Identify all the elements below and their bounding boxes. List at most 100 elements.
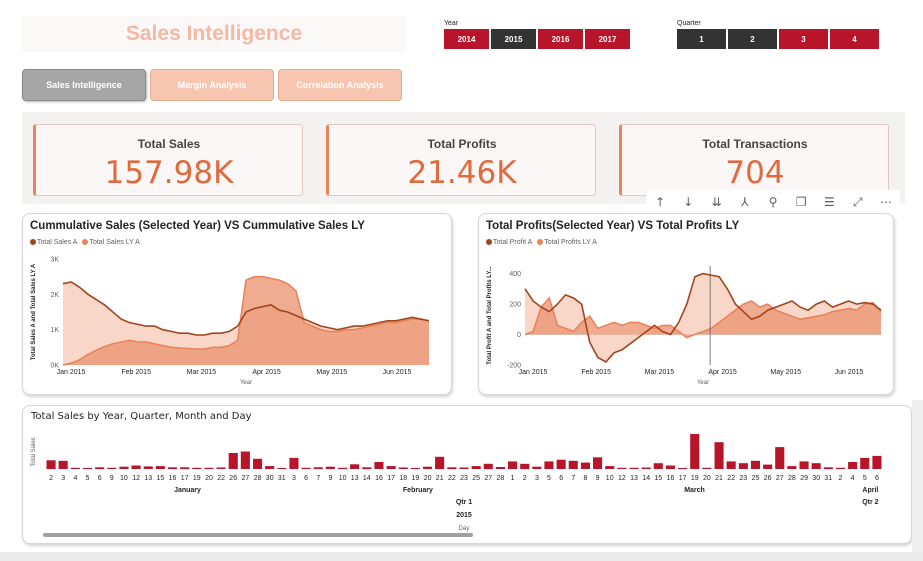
pin-icon[interactable]: ⚲ [768, 195, 778, 209]
x-tick-label: 16 [375, 475, 383, 482]
x-tick-label: 13 [630, 475, 638, 482]
x-tick-label: 5 [86, 475, 90, 482]
horizontal-scrollbar[interactable] [43, 533, 473, 537]
x-tick-label: 29 [800, 475, 808, 482]
quarter-option-2[interactable]: 2 [728, 29, 777, 49]
kpi-card-total-transactions[interactable]: Total Transactions 704 [619, 124, 889, 196]
year-option-2015[interactable]: 2015 [491, 29, 536, 49]
bar [95, 467, 105, 470]
x-tick-label: Mar 2015 [645, 369, 675, 376]
x-tick-label: 25 [752, 475, 760, 482]
bar [617, 467, 627, 469]
year-option-2014[interactable]: 2014 [444, 29, 489, 49]
bar [483, 463, 493, 470]
vertical-scroll-track[interactable] [912, 400, 923, 560]
quarter-option-1[interactable]: 1 [677, 29, 726, 49]
bar [653, 463, 663, 469]
bar [714, 442, 724, 469]
y-axis-title: Total Sales A and Total Sales LY A [31, 263, 37, 360]
nav-margin-analysis-button[interactable]: Margin Analysis [150, 69, 274, 101]
month-label: April [862, 487, 878, 494]
x-tick-label: 3 [61, 475, 65, 482]
x-tick-label: 3 [292, 475, 296, 482]
bar [313, 467, 323, 470]
x-tick-label: 31 [278, 475, 286, 482]
nav-sales-intelligence-button[interactable]: Sales Intelligence [22, 69, 146, 101]
x-tick-label: 3 [535, 475, 539, 482]
x-tick-label: Feb 2015 [121, 369, 151, 376]
quarter-option-4[interactable]: 4 [830, 29, 879, 49]
legend-item[interactable]: Total Profit A [486, 239, 532, 246]
bar [738, 463, 748, 469]
bar [180, 467, 190, 470]
kpi-card-total-profits[interactable]: Total Profits 21.46K [326, 124, 596, 196]
bar [410, 468, 420, 469]
x-tick-label: 31 [824, 475, 832, 482]
bar [799, 461, 809, 469]
year-option-2017[interactable]: 2017 [585, 29, 630, 49]
x-tick-label: 26 [229, 475, 237, 482]
x-tick-label: 6 [875, 475, 879, 482]
x-tick-label: 28 [254, 475, 262, 482]
x-tick-label: 6 [98, 475, 102, 482]
total-profits-chart-card[interactable]: Total Profits(Selected Year) VS Total Pr… [478, 213, 894, 395]
y-tick-label: 3K [50, 257, 59, 264]
focus-mode-icon[interactable]: ⤢ [852, 194, 863, 209]
quarter-option-3[interactable]: 3 [779, 29, 828, 49]
copy-icon[interactable]: ❐ [795, 195, 807, 209]
x-tick-label: 21 [715, 475, 723, 482]
bar [641, 467, 651, 469]
year-label: 2015 [456, 512, 472, 519]
x-tick-label: 5 [547, 475, 551, 482]
x-tick-label: 2 [839, 475, 843, 482]
y-tick-label: 0K [50, 363, 59, 370]
double-arrow-down-icon[interactable]: ⇊ [711, 195, 722, 209]
x-tick-label: 16 [169, 475, 177, 482]
x-tick-label: 10 [120, 475, 128, 482]
quarter-slicer-label: Quarter [677, 20, 701, 27]
quarter-label: Qtr 2 [862, 499, 878, 506]
x-tick-label: 14 [642, 475, 650, 482]
bar [532, 466, 542, 469]
nav-correlation-analysis-button[interactable]: Correlation Analysis [278, 69, 402, 101]
sales-by-day-chart-card[interactable]: Total Sales by Year, Quarter, Month and … [22, 405, 912, 544]
x-axis-title: Year [697, 380, 709, 386]
bar [447, 467, 457, 470]
x-tick-label: 13 [144, 475, 152, 482]
bar [835, 467, 845, 469]
x-tick-label: Jan 2015 [519, 369, 548, 376]
x-tick-label: Jun 2015 [835, 369, 864, 376]
bar [155, 466, 165, 469]
bar [763, 464, 773, 469]
month-label: March [684, 487, 705, 494]
kpi-value: 157.98K [104, 155, 234, 191]
legend-item[interactable]: Total Sales LY A [82, 239, 140, 246]
more-options-icon[interactable]: ⋯ [879, 195, 892, 209]
bar [702, 467, 712, 469]
x-tick-label: 5 [863, 475, 867, 482]
legend-item[interactable]: Total Profits LY A [537, 239, 597, 246]
x-tick-label: 22 [727, 475, 735, 482]
filter-icon[interactable]: ☰ [824, 195, 835, 209]
expand-hierarchy-icon[interactable]: ⅄ [741, 195, 749, 209]
arrow-up-icon[interactable]: ↑ [655, 195, 666, 209]
bar [811, 463, 821, 469]
legend-item[interactable]: Total Sales A [30, 239, 77, 246]
month-label: February [403, 487, 433, 494]
x-tick-label: Jun 2015 [383, 369, 412, 376]
x-tick-label: 2 [49, 475, 53, 482]
cumulative-sales-chart-card[interactable]: Cummulative Sales (Selected Year) VS Cum… [22, 213, 452, 395]
bar [726, 461, 736, 469]
series-line-a [62, 281, 430, 336]
bar [338, 467, 348, 469]
year-slicer: Year 2014 2015 2016 2017 [444, 20, 630, 49]
kpi-card-total-sales[interactable]: Total Sales 157.98K [33, 124, 303, 196]
x-tick-label: 19 [193, 475, 201, 482]
bar [289, 457, 299, 469]
arrow-down-icon[interactable]: ↓ [683, 195, 694, 209]
bar [216, 467, 226, 469]
bar [192, 467, 202, 469]
x-tick-label: 15 [654, 475, 662, 482]
year-option-2016[interactable]: 2016 [538, 29, 583, 49]
bar [495, 467, 505, 469]
